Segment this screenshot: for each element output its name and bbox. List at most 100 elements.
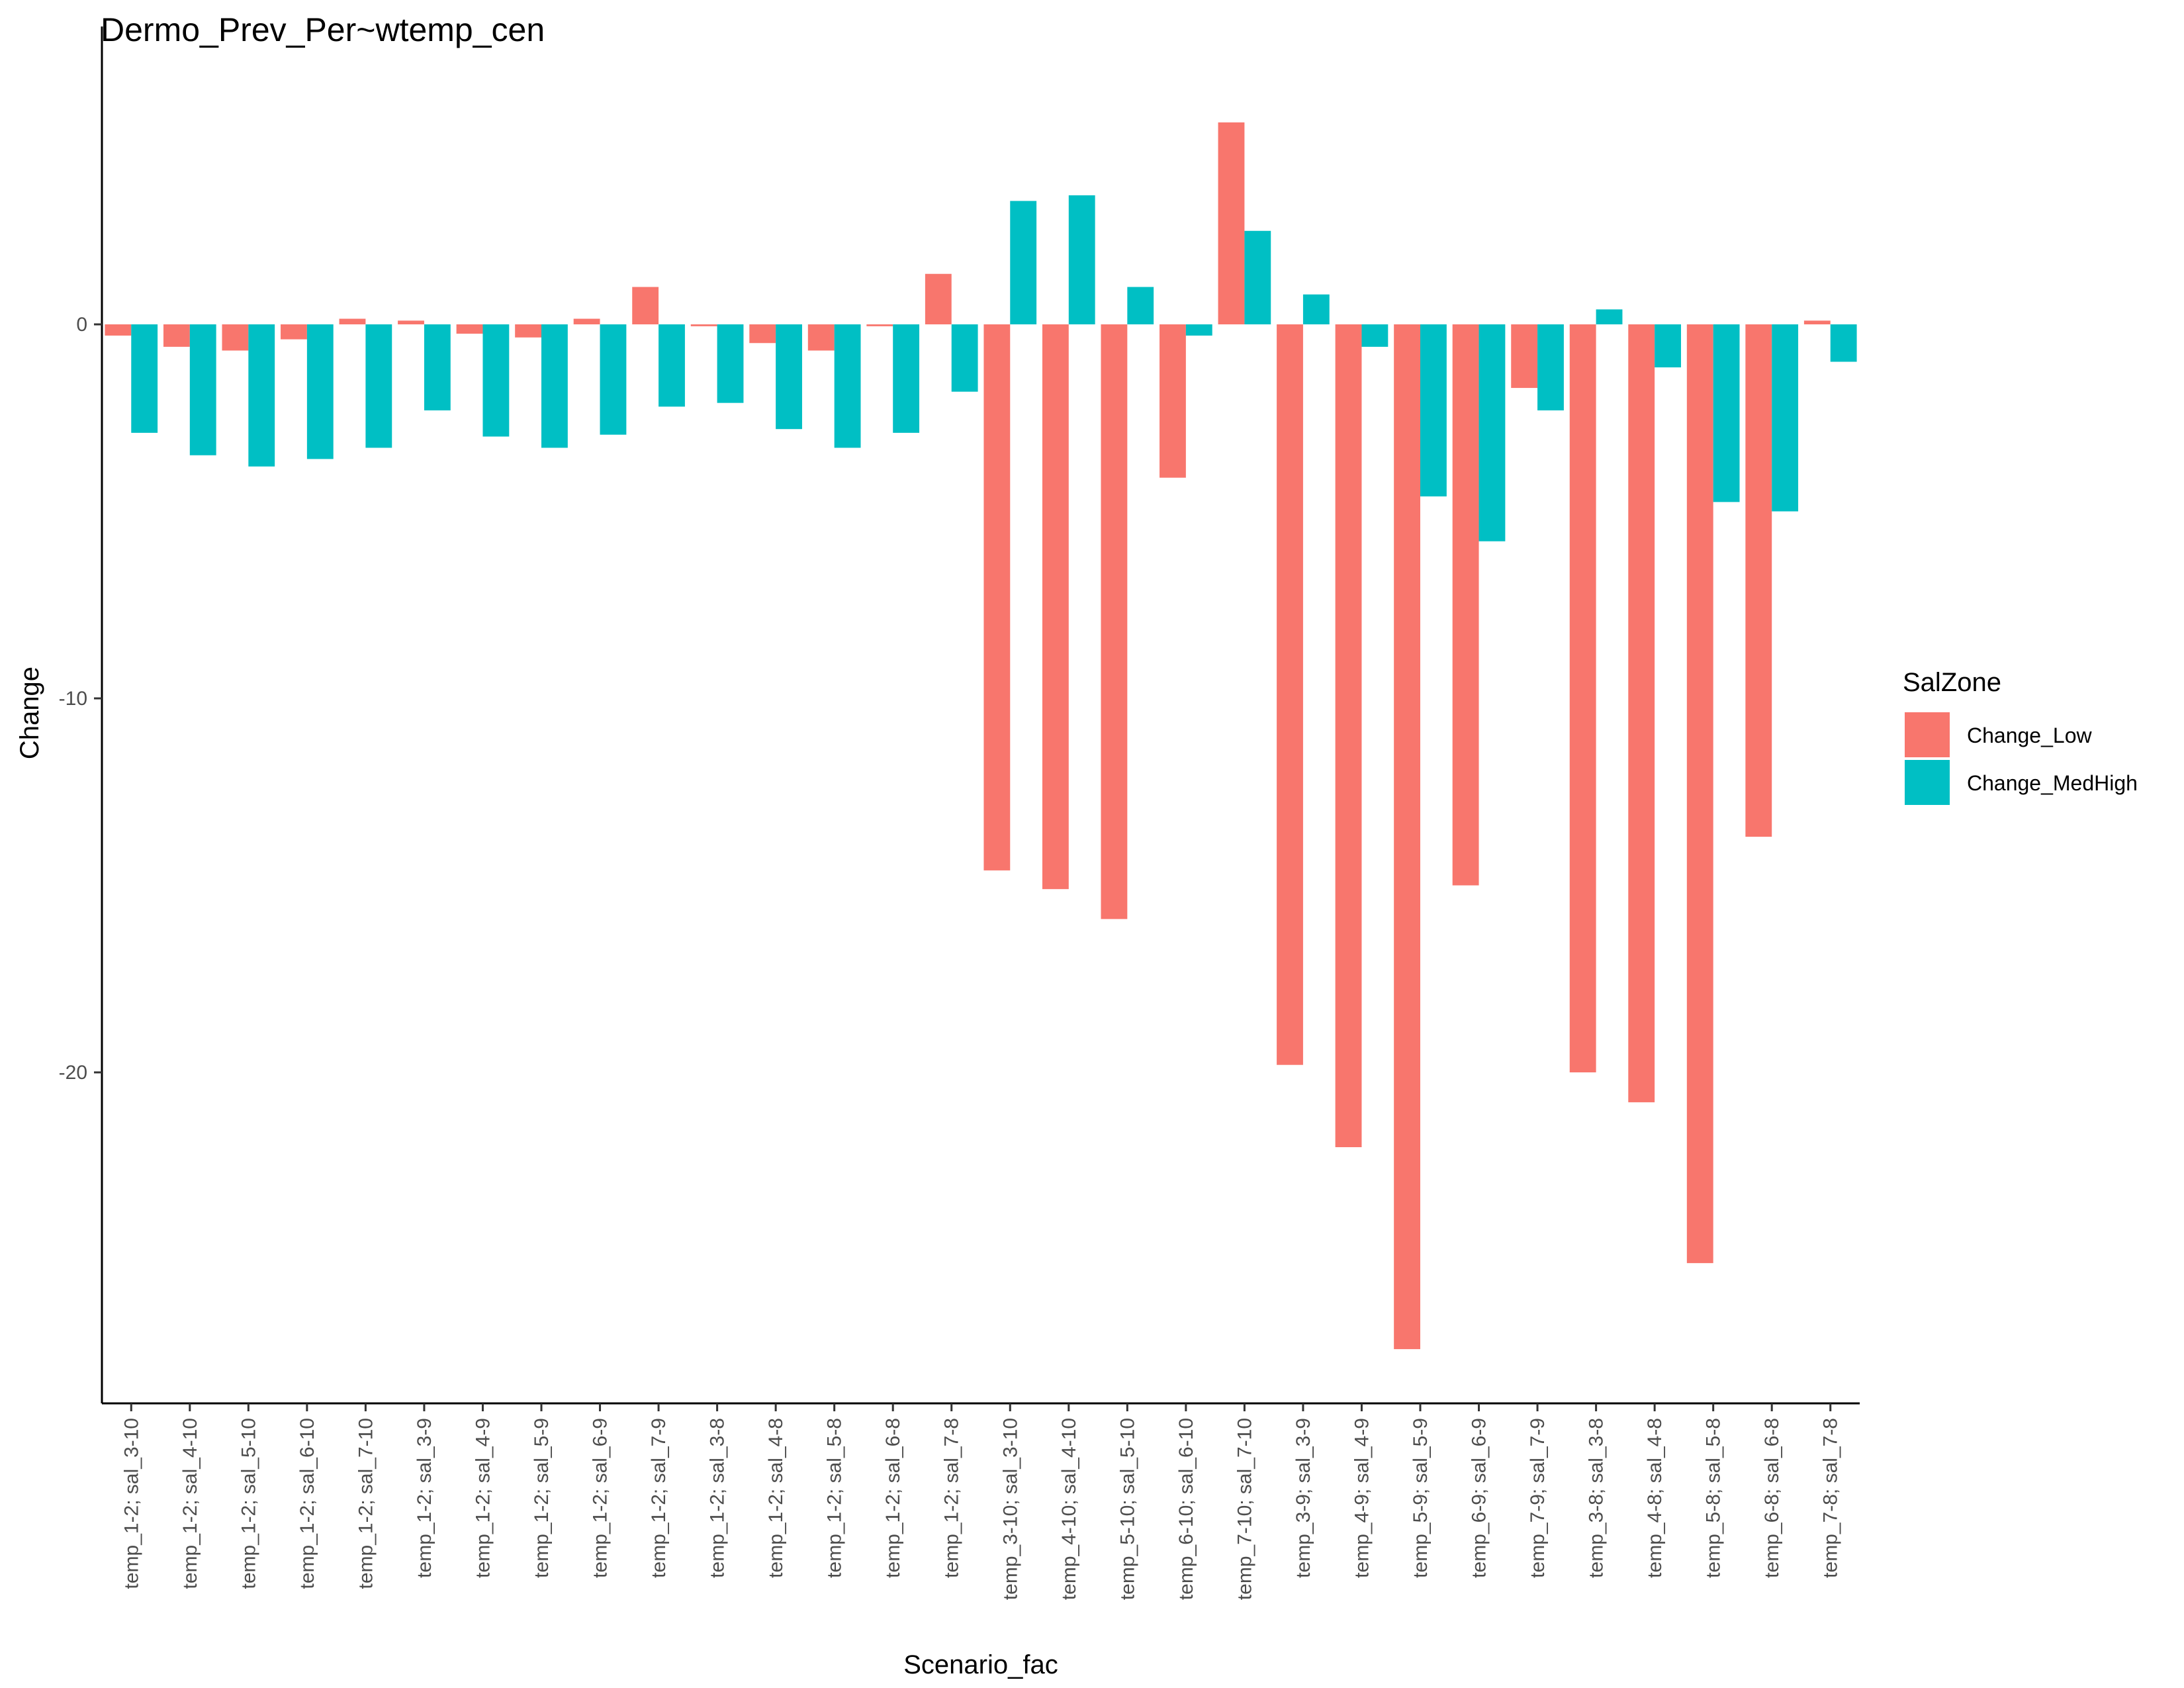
x-axis-ticks: temp_1-2; sal_3-10 temp_1-2; sal_4-10 temp…	[120, 1403, 1842, 1600]
bar-change-medhigh-27	[1655, 324, 1681, 367]
bar-change-medhigh-9	[600, 324, 627, 435]
bar-change-low-23	[1394, 324, 1420, 1350]
bar-change-medhigh-8	[541, 324, 568, 448]
x-tick-label: temp_5-8; sal_5-8	[1703, 1418, 1725, 1578]
x-tick-label: temp_1-2; sal_4-10	[179, 1418, 201, 1589]
bar-change-low-1	[105, 324, 132, 336]
x-tick-label: temp_1-2; sal_6-9	[590, 1418, 612, 1578]
bar-change-low-26	[1569, 324, 1596, 1072]
x-tick-label: temp_1-2; sal_6-8	[882, 1418, 904, 1578]
bar-change-medhigh-10	[659, 324, 685, 407]
bar-change-medhigh-19	[1185, 324, 1212, 336]
bar-change-medhigh-4	[306, 324, 334, 459]
x-tick-label: temp_4-10; sal_4-10	[1058, 1418, 1080, 1600]
bar-change-low-14	[866, 324, 893, 326]
bar-change-low-15	[925, 273, 952, 324]
x-tick-label: temp_5-9; sal_5-9	[1410, 1418, 1432, 1578]
x-tick-label: temp_4-8; sal_4-8	[1644, 1418, 1666, 1578]
bar-change-medhigh-23	[1420, 324, 1447, 496]
y-axis-ticks: 0 -10 -20	[59, 314, 102, 1084]
x-tick-label: temp_5-10; sal_5-10	[1116, 1418, 1138, 1600]
bar-change-medhigh-29	[1772, 324, 1799, 512]
bar-change-low-5	[339, 318, 366, 324]
y-tick-label: -20	[59, 1062, 87, 1084]
bar-change-low-11	[690, 324, 717, 326]
x-tick-label: temp_3-9; sal_3-9	[1293, 1418, 1314, 1578]
x-tick-label: temp_1-2; sal_5-10	[238, 1418, 259, 1589]
x-tick-label: temp_1-2; sal_6-10	[296, 1418, 318, 1589]
bar-change-low-13	[807, 324, 835, 351]
bar-change-medhigh-18	[1127, 287, 1154, 324]
x-tick-label: temp_1-2; sal_5-9	[531, 1418, 553, 1578]
y-axis-title: Change	[15, 667, 44, 759]
bar-change-low-28	[1686, 324, 1713, 1264]
legend-label-change-low: Change_Low	[1967, 724, 2092, 747]
bar-change-low-10	[632, 287, 659, 324]
bar-change-medhigh-13	[834, 324, 861, 448]
x-tick-label: temp_3-8; sal_3-8	[1586, 1418, 1608, 1578]
bar-change-low-17	[1042, 324, 1069, 890]
x-tick-label: temp_7-8; sal_7-8	[1820, 1418, 1842, 1578]
bar-change-low-16	[983, 324, 1011, 870]
x-tick-label: temp_1-2; sal_5-8	[824, 1418, 846, 1578]
chart-title: Dermo_Prev_Per~wtemp_cen	[101, 11, 545, 48]
bar-change-low-21	[1277, 324, 1303, 1065]
x-tick-label: temp_7-10; sal_7-10	[1234, 1418, 1255, 1600]
bar-change-medhigh-3	[248, 324, 275, 467]
x-tick-label: temp_1-2; sal_3-8	[707, 1418, 729, 1578]
bar-change-low-24	[1452, 324, 1479, 886]
bar-change-medhigh-21	[1302, 294, 1330, 324]
x-tick-label: temp_1-2; sal_3-10	[120, 1418, 142, 1589]
legend-label-change-medhigh: Change_MedHigh	[1967, 771, 2138, 795]
bar-change-medhigh-5	[365, 324, 392, 448]
bar-change-low-19	[1160, 324, 1186, 478]
bar-change-low-29	[1745, 324, 1772, 837]
bar-change-low-12	[749, 324, 776, 344]
y-tick-label: -10	[59, 688, 87, 710]
x-tick-label: temp_4-9; sal_4-9	[1351, 1418, 1373, 1578]
bar-change-low-27	[1628, 324, 1655, 1103]
bar-change-medhigh-24	[1479, 324, 1506, 541]
legend-title: SalZone	[1903, 668, 2001, 697]
bar-change-medhigh-6	[424, 324, 451, 410]
x-tick-label: temp_1-2; sal_4-9	[472, 1418, 494, 1578]
bar-change-low-7	[456, 324, 483, 334]
bar-change-low-2	[163, 324, 190, 347]
bar-change-medhigh-22	[1361, 324, 1388, 347]
bar-change-medhigh-17	[1068, 195, 1095, 324]
bar-change-medhigh-25	[1537, 324, 1564, 410]
bar-change-medhigh-11	[717, 324, 744, 403]
x-tick-label: temp_1-2; sal_7-10	[355, 1418, 377, 1589]
legend-key-change-medhigh	[1905, 760, 1950, 805]
y-tick-label: 0	[76, 314, 87, 336]
x-tick-label: temp_7-9; sal_7-9	[1527, 1418, 1549, 1578]
bar-change-low-18	[1101, 324, 1128, 919]
x-tick-label: temp_6-10; sal_6-10	[1175, 1418, 1197, 1600]
legend: SalZone Change_Low Change_MedHigh	[1903, 668, 2138, 805]
bar-change-low-9	[573, 318, 600, 324]
bar-change-medhigh-26	[1596, 309, 1623, 324]
x-tick-label: temp_1-2; sal_7-9	[648, 1418, 670, 1578]
x-tick-label: temp_1-2; sal_3-9	[414, 1418, 435, 1578]
bar-change-medhigh-7	[482, 324, 510, 437]
bar-change-low-3	[222, 324, 249, 351]
bar-change-medhigh-2	[189, 324, 216, 455]
x-tick-label: temp_3-10; sal_3-10	[999, 1418, 1021, 1600]
x-tick-label: temp_1-2; sal_7-8	[941, 1418, 963, 1578]
bar-change-medhigh-20	[1244, 230, 1271, 324]
x-tick-label: temp_6-8; sal_6-8	[1761, 1418, 1783, 1578]
bar-change-medhigh-14	[893, 324, 920, 433]
x-tick-label: temp_1-2; sal_4-8	[765, 1418, 787, 1578]
bar-change-low-20	[1218, 122, 1245, 324]
bar-change-low-25	[1511, 324, 1538, 389]
bar-change-medhigh-28	[1713, 324, 1740, 502]
bar-change-low-30	[1803, 320, 1831, 324]
bar-change-low-8	[515, 324, 541, 338]
bar-change-medhigh-12	[776, 324, 802, 430]
bar-change-low-4	[281, 324, 307, 340]
x-axis-title: Scenario_fac	[903, 1650, 1058, 1679]
bar-change-low-22	[1335, 324, 1362, 1147]
bar-change-medhigh-16	[1010, 201, 1037, 324]
legend-key-change-low	[1905, 712, 1950, 757]
